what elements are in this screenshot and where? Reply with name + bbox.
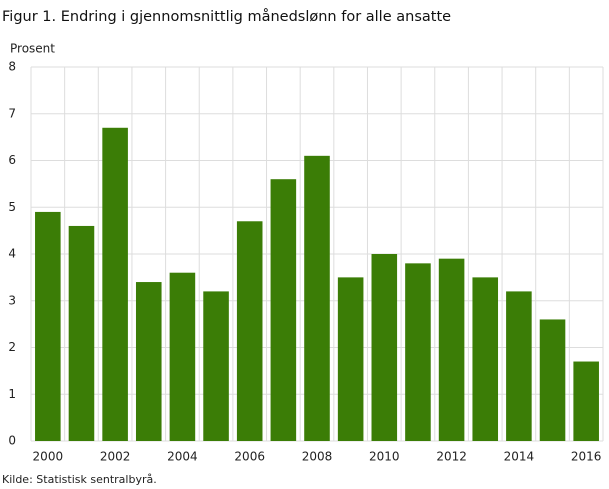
bar — [371, 254, 398, 441]
y-tick-label: 5 — [8, 200, 16, 214]
x-tick-label: 2002 — [100, 450, 131, 464]
y-tick-label: 7 — [8, 106, 16, 120]
bar — [405, 263, 431, 441]
y-tick-label: 2 — [8, 340, 16, 354]
chart-title: Figur 1. Endring i gjennomsnittlig måned… — [2, 8, 451, 25]
bar — [68, 225, 95, 441]
bar — [438, 258, 465, 441]
y-tick-label: 1 — [8, 387, 16, 401]
bar — [573, 361, 599, 441]
x-tick-label: 2012 — [436, 450, 467, 464]
x-tick-label: 2000 — [33, 450, 64, 464]
bar — [337, 277, 364, 441]
y-tick-label: 4 — [8, 247, 16, 261]
y-tick-label: 3 — [8, 293, 16, 307]
bar — [539, 319, 566, 441]
x-tick-label: 2008 — [302, 450, 333, 464]
y-tick-label: 8 — [8, 60, 16, 74]
bar — [506, 291, 532, 441]
bar — [135, 282, 162, 441]
bar — [169, 272, 196, 441]
bar — [102, 127, 128, 442]
y-axis-label: Prosent — [10, 42, 55, 56]
y-tick-label: 0 — [8, 434, 16, 448]
x-tick-label: 2016 — [571, 450, 602, 464]
bar — [35, 211, 61, 441]
x-tick-label: 2004 — [167, 450, 198, 464]
bar — [236, 221, 263, 441]
bar — [472, 277, 499, 441]
x-tick-label: 2006 — [234, 450, 265, 464]
bar — [304, 155, 330, 441]
bar — [203, 291, 229, 441]
source: Kilde: Statistisk sentralbyrå. — [2, 473, 157, 486]
x-tick-label: 2010 — [369, 450, 400, 464]
x-tick-label: 2014 — [504, 450, 535, 464]
bar — [270, 179, 297, 441]
y-tick-label: 6 — [8, 153, 16, 167]
